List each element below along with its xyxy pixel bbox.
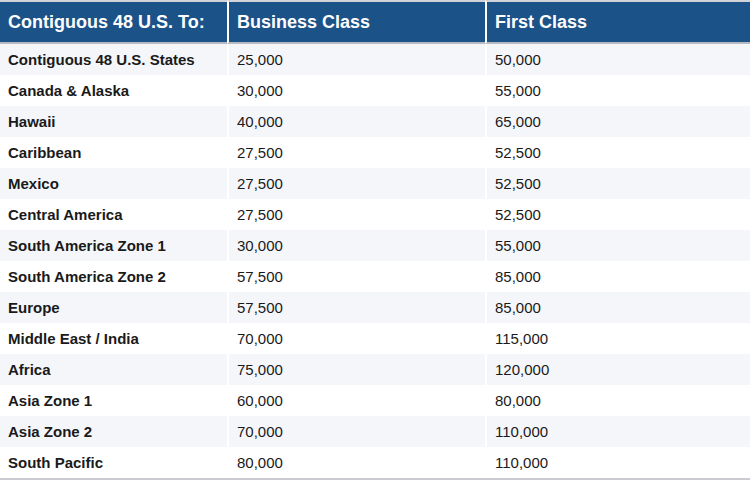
business-class-cell: 30,000 <box>227 230 485 261</box>
business-class-cell: 75,000 <box>227 354 485 385</box>
first-class-cell: 110,000 <box>485 447 750 478</box>
destination-cell: Caribbean <box>0 137 227 168</box>
destination-cell: Central America <box>0 199 227 230</box>
award-table: Contiguous 48 U.S. To: Business Class Fi… <box>0 0 750 478</box>
business-class-cell: 57,500 <box>227 261 485 292</box>
column-header-business-class: Business Class <box>227 0 485 44</box>
award-chart-table: Contiguous 48 U.S. To: Business Class Fi… <box>0 0 750 480</box>
first-class-cell: 52,500 <box>485 137 750 168</box>
destination-cell: Asia Zone 1 <box>0 385 227 416</box>
business-class-cell: 27,500 <box>227 199 485 230</box>
business-class-cell: 25,000 <box>227 44 485 75</box>
first-class-cell: 115,000 <box>485 323 750 354</box>
table-row: Contiguous 48 U.S. States25,00050,000 <box>0 44 750 75</box>
table-row: Europe57,50085,000 <box>0 292 750 323</box>
destination-cell: Hawaii <box>0 106 227 137</box>
table-row: Caribbean27,50052,500 <box>0 137 750 168</box>
destination-cell: Contiguous 48 U.S. States <box>0 44 227 75</box>
destination-cell: South America Zone 1 <box>0 230 227 261</box>
first-class-cell: 120,000 <box>485 354 750 385</box>
table-header: Contiguous 48 U.S. To: Business Class Fi… <box>0 0 750 44</box>
destination-cell: Middle East / India <box>0 323 227 354</box>
first-class-cell: 85,000 <box>485 292 750 323</box>
destination-cell: Africa <box>0 354 227 385</box>
first-class-cell: 110,000 <box>485 416 750 447</box>
business-class-cell: 40,000 <box>227 106 485 137</box>
first-class-cell: 52,500 <box>485 168 750 199</box>
table-row: Asia Zone 160,00080,000 <box>0 385 750 416</box>
business-class-cell: 27,500 <box>227 137 485 168</box>
table-row: Mexico27,50052,500 <box>0 168 750 199</box>
destination-cell: Mexico <box>0 168 227 199</box>
table-row: Africa75,000120,000 <box>0 354 750 385</box>
table-row: South America Zone 257,50085,000 <box>0 261 750 292</box>
first-class-cell: 85,000 <box>485 261 750 292</box>
table-row: Middle East / India70,000115,000 <box>0 323 750 354</box>
table-row: South America Zone 130,00055,000 <box>0 230 750 261</box>
first-class-cell: 55,000 <box>485 230 750 261</box>
destination-cell: Asia Zone 2 <box>0 416 227 447</box>
first-class-cell: 65,000 <box>485 106 750 137</box>
business-class-cell: 60,000 <box>227 385 485 416</box>
destination-cell: South America Zone 2 <box>0 261 227 292</box>
destination-cell: Canada & Alaska <box>0 75 227 106</box>
business-class-cell: 27,500 <box>227 168 485 199</box>
first-class-cell: 80,000 <box>485 385 750 416</box>
business-class-cell: 70,000 <box>227 416 485 447</box>
column-header-destination: Contiguous 48 U.S. To: <box>0 0 227 44</box>
destination-cell: Europe <box>0 292 227 323</box>
table-row: South Pacific80,000110,000 <box>0 447 750 478</box>
destination-cell: South Pacific <box>0 447 227 478</box>
first-class-cell: 52,500 <box>485 199 750 230</box>
table-row: Asia Zone 270,000110,000 <box>0 416 750 447</box>
table-row: Canada & Alaska30,00055,000 <box>0 75 750 106</box>
table-row: Central America27,50052,500 <box>0 199 750 230</box>
first-class-cell: 50,000 <box>485 44 750 75</box>
table-row: Hawaii40,00065,000 <box>0 106 750 137</box>
table-body: Contiguous 48 U.S. States25,00050,000Can… <box>0 44 750 478</box>
business-class-cell: 80,000 <box>227 447 485 478</box>
first-class-cell: 55,000 <box>485 75 750 106</box>
header-row: Contiguous 48 U.S. To: Business Class Fi… <box>0 0 750 44</box>
business-class-cell: 57,500 <box>227 292 485 323</box>
column-header-first-class: First Class <box>485 0 750 44</box>
business-class-cell: 30,000 <box>227 75 485 106</box>
business-class-cell: 70,000 <box>227 323 485 354</box>
